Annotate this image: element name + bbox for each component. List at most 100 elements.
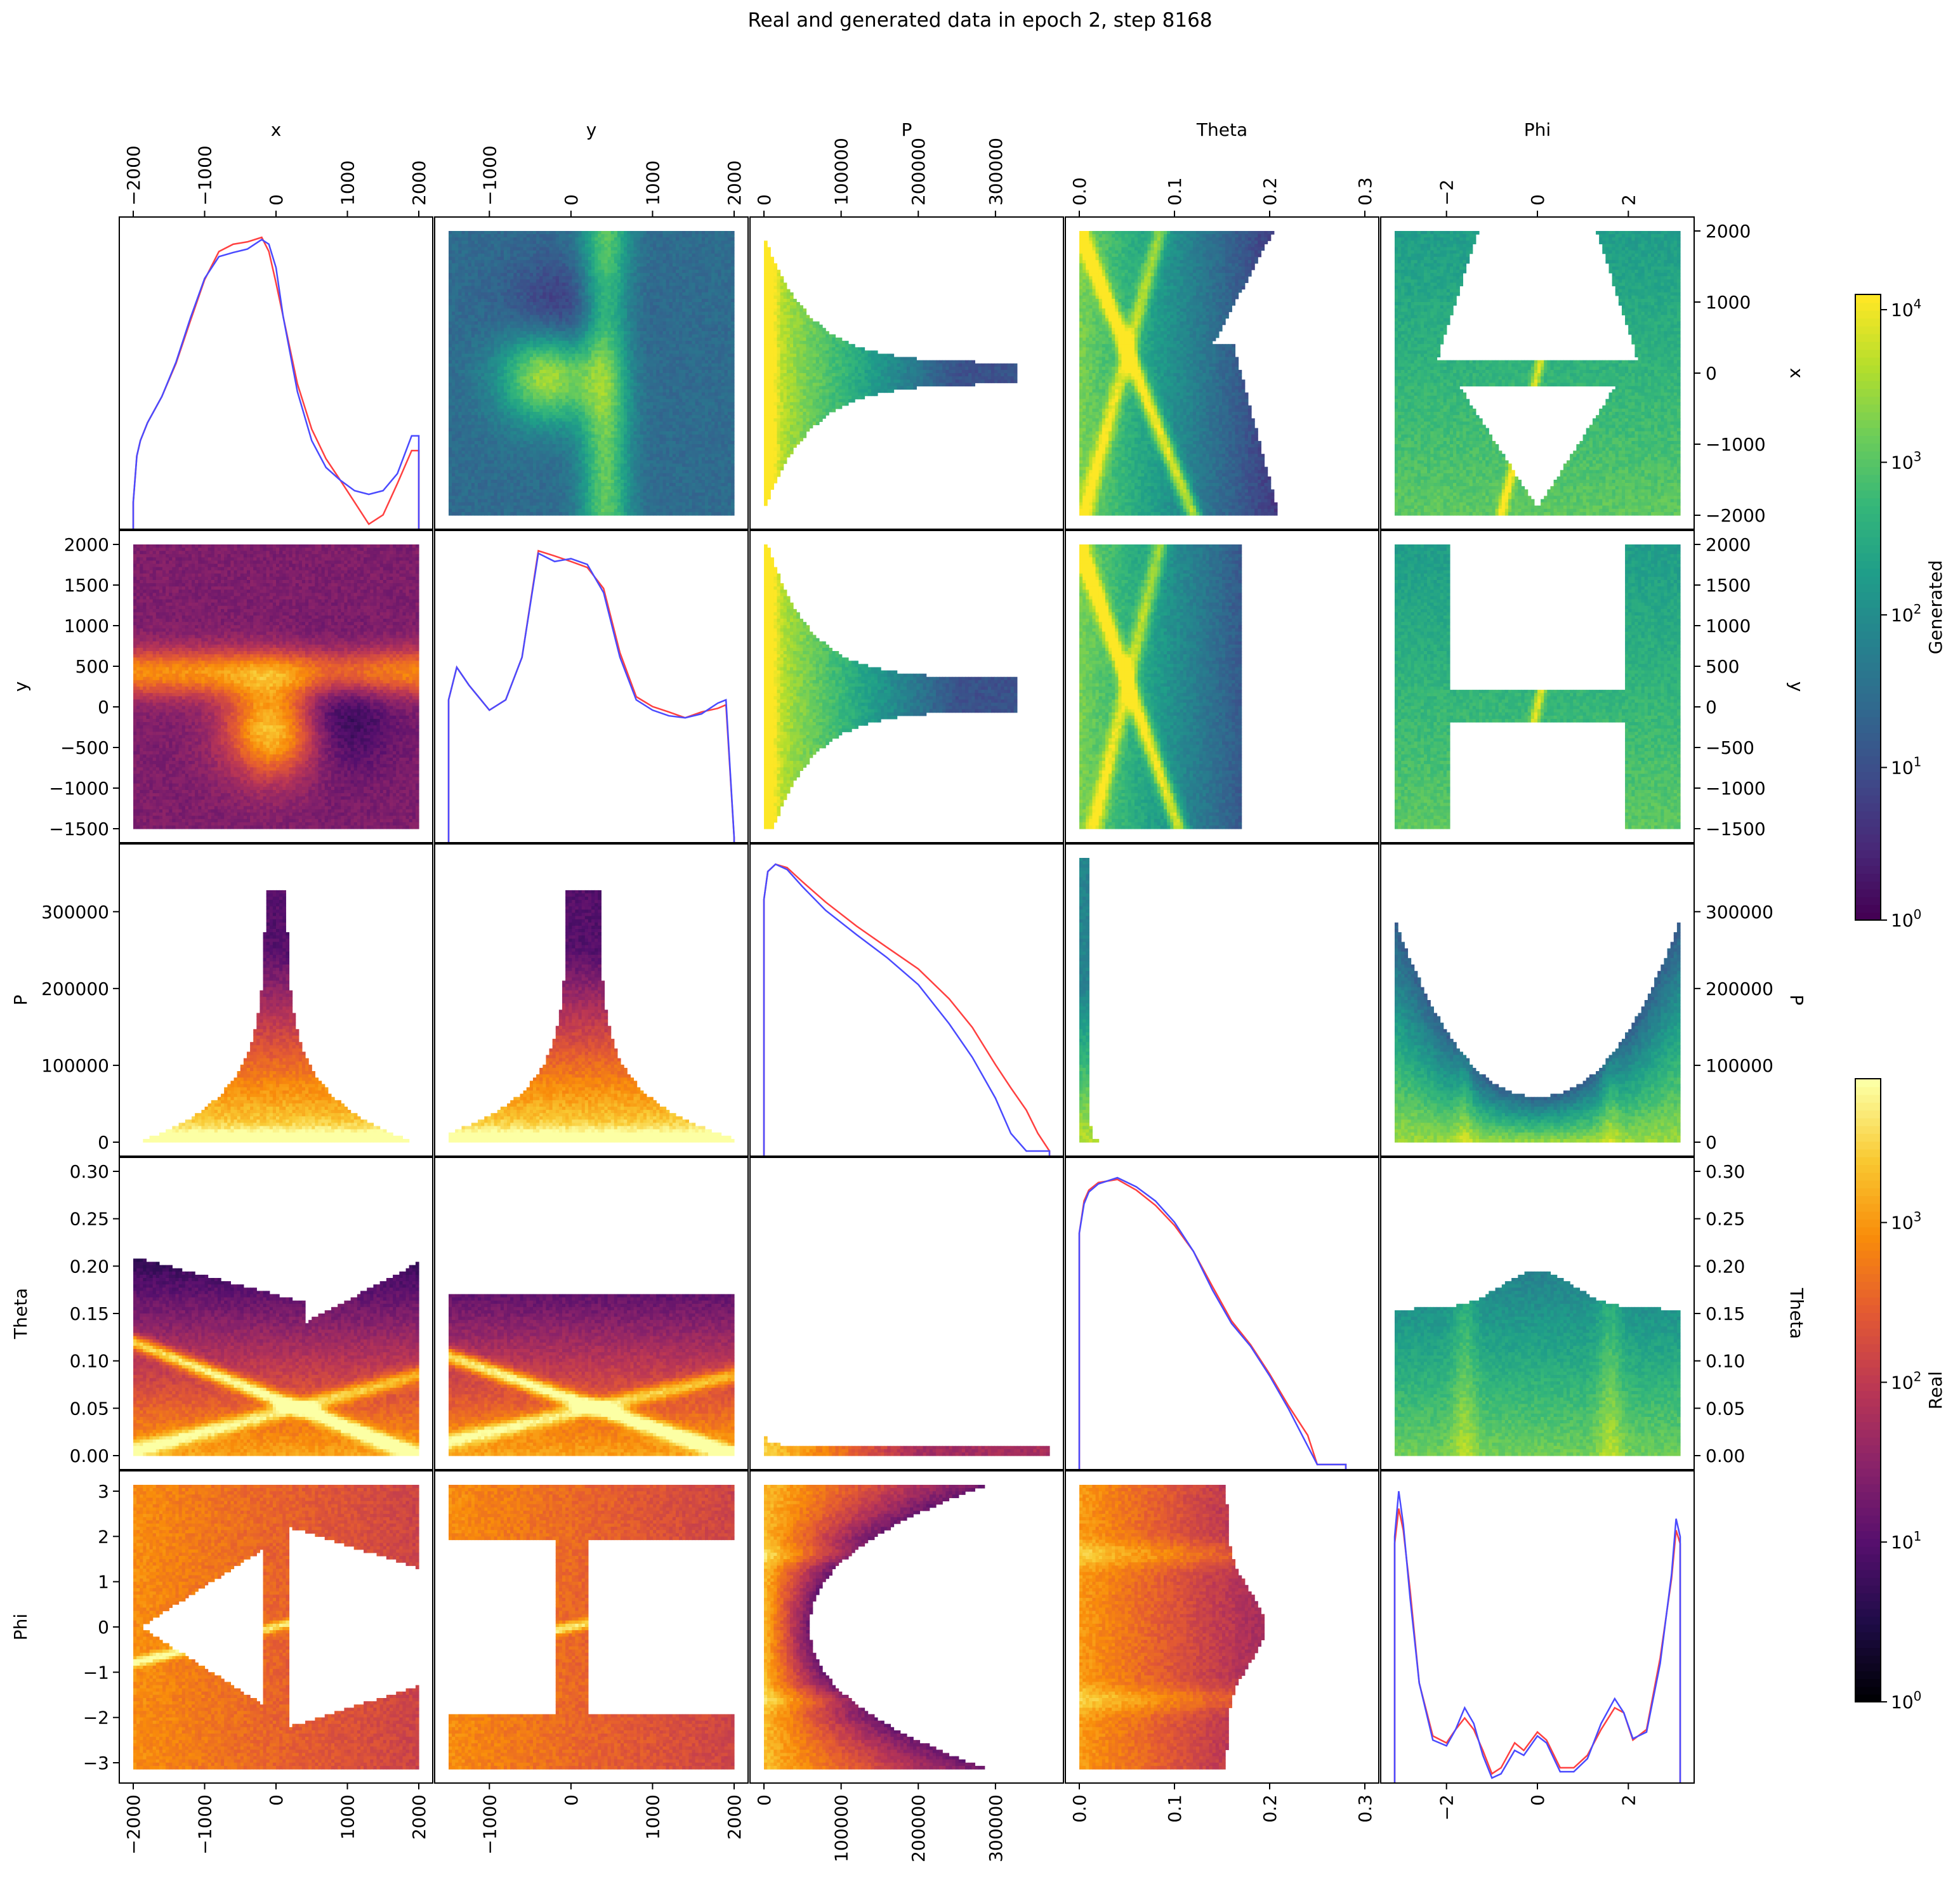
generated-bin <box>465 247 469 251</box>
generated-bin <box>468 506 472 510</box>
generated-bin <box>484 402 488 406</box>
generated-bin <box>452 353 456 357</box>
generated-bin <box>478 302 482 306</box>
generated-bin <box>481 477 485 480</box>
generated-bin <box>478 279 482 283</box>
generated-bin <box>455 444 459 448</box>
generated-bin <box>452 376 456 380</box>
generated-bin <box>490 315 494 319</box>
generated-bin <box>461 457 465 461</box>
generated-bin <box>487 486 491 490</box>
generated-bin <box>458 289 462 293</box>
generated-bin <box>484 360 488 364</box>
generated-bin <box>490 263 494 267</box>
generated-bin <box>455 470 459 474</box>
generated-bin <box>452 234 456 238</box>
generated-bin <box>481 435 485 438</box>
generated-bin <box>481 447 485 451</box>
generated-bin <box>478 251 482 254</box>
generated-bin <box>484 344 488 348</box>
generated-bin <box>458 425 462 428</box>
generated-bin <box>490 312 494 315</box>
generated-bin <box>461 247 465 251</box>
generated-bin <box>461 251 465 254</box>
generated-bin <box>475 506 478 510</box>
generated-bin <box>481 438 485 442</box>
generated-bin <box>461 412 465 416</box>
generated-bin <box>478 367 482 371</box>
generated-bin <box>471 492 475 496</box>
generated-bin <box>461 305 465 309</box>
generated-bin <box>471 438 475 442</box>
generated-bin <box>471 254 475 258</box>
generated-bin <box>455 509 459 513</box>
generated-bin <box>452 244 456 247</box>
generated-bin <box>490 276 494 280</box>
generated-bin <box>452 322 456 326</box>
generated-bin <box>478 305 482 309</box>
generated-bin <box>458 334 462 338</box>
generated-bin <box>452 454 456 458</box>
generated-bin <box>490 286 494 290</box>
generated-bin <box>475 312 478 315</box>
generated-bin <box>490 308 494 312</box>
generated-bin <box>465 499 469 503</box>
generated-bin <box>452 338 456 341</box>
generated-bin <box>458 402 462 406</box>
generated-bin <box>449 251 452 254</box>
generated-bin <box>461 312 465 315</box>
generated-bin <box>461 483 465 487</box>
generated-bin <box>449 415 452 419</box>
generated-bin <box>458 399 462 403</box>
generated-bin <box>487 399 491 403</box>
generated-bin <box>471 509 475 513</box>
generated-bin <box>465 257 469 261</box>
generated-bin <box>465 454 469 458</box>
generated-bin <box>449 451 452 454</box>
generated-bin <box>458 364 462 367</box>
generated-bin <box>490 467 494 471</box>
generated-bin <box>449 486 452 490</box>
generated-bin <box>455 412 459 416</box>
generated-bin <box>487 483 491 487</box>
generated-bin <box>452 315 456 319</box>
generated-bin <box>455 503 459 506</box>
generated-bin <box>484 279 488 283</box>
generated-bin <box>455 499 459 503</box>
generated-bin <box>465 267 469 270</box>
generated-bin <box>468 441 472 445</box>
generated-bin <box>468 396 472 400</box>
generated-bin <box>452 477 456 480</box>
generated-bin <box>484 353 488 357</box>
generated-bin <box>465 353 469 357</box>
generated-bin <box>468 503 472 506</box>
generated-bin <box>465 344 469 348</box>
generated-bin <box>478 470 482 474</box>
generated-bin <box>478 254 482 258</box>
generated-bin <box>452 357 456 361</box>
generated-bin <box>465 350 469 354</box>
generated-bin <box>471 396 475 400</box>
generated-bin <box>449 279 452 283</box>
generated-bin <box>465 234 469 238</box>
generated-bin <box>455 441 459 445</box>
generated-bin <box>458 312 462 315</box>
generated-bin <box>475 425 478 428</box>
generated-bin <box>468 240 472 244</box>
generated-bin <box>468 386 472 390</box>
generated-bin <box>458 331 462 335</box>
generated-bin <box>455 247 459 251</box>
generated-bin <box>449 399 452 403</box>
generated-bin <box>455 237 459 241</box>
generated-bin <box>484 282 488 286</box>
generated-bin <box>468 350 472 354</box>
generated-bin <box>490 334 494 338</box>
generated-bin <box>465 393 469 397</box>
generated-bin <box>468 470 472 474</box>
generated-bin <box>481 273 485 277</box>
generated-bin <box>468 328 472 332</box>
generated-bin <box>458 393 462 397</box>
generated-bin <box>455 318 459 322</box>
generated-bin <box>455 409 459 412</box>
generated-bin <box>468 483 472 487</box>
